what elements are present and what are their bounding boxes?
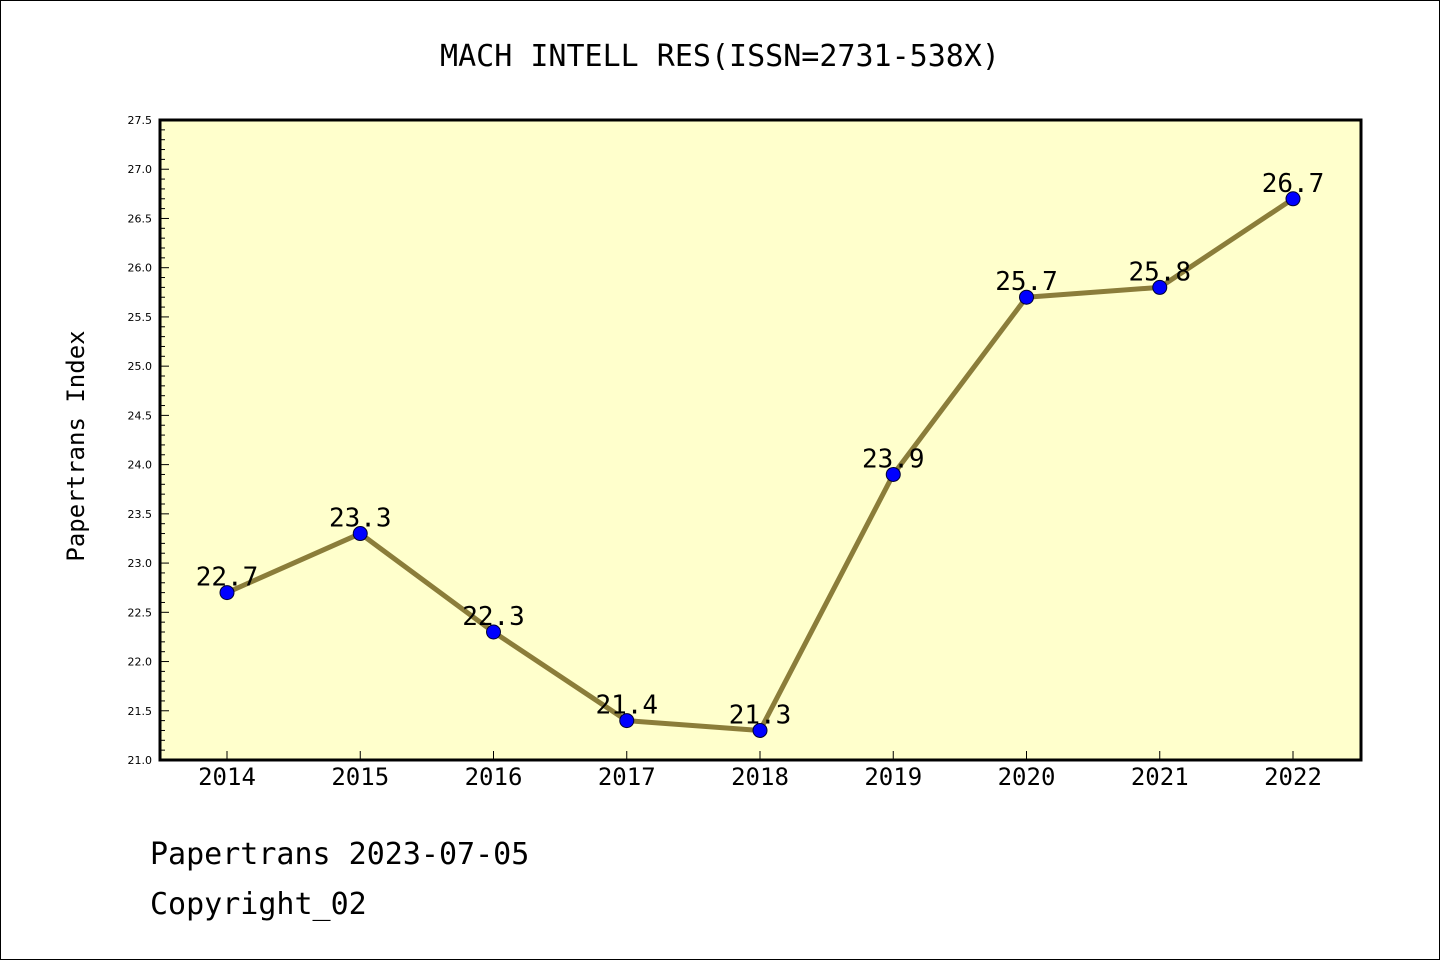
y-tick-label: 24.5 — [128, 409, 153, 422]
y-tick-label: 27.5 — [128, 114, 153, 127]
data-point — [1019, 289, 1034, 305]
y-axis: 21.0 21.5 22.0 22.5 23.0 23.5 24.0 24.5 25.0 25.5… — [128, 114, 169, 767]
x-tick-label: 2022 — [1264, 763, 1322, 791]
data-point — [219, 585, 235, 601]
y-axis-label: Papertrans Index — [62, 330, 90, 561]
footer-date: Papertrans 2023-07-05 — [150, 837, 529, 872]
x-tick-label: 2017 — [598, 763, 656, 791]
x-tick-label: 2014 — [198, 763, 256, 791]
y-tick-label: 21.0 — [128, 754, 153, 767]
data-label: 25.7 — [995, 267, 1058, 297]
data-point — [1152, 279, 1168, 295]
y-tick-label: 22.0 — [128, 656, 153, 669]
y-tick-label: 23.5 — [128, 508, 153, 521]
data-label: 26.7 — [1262, 169, 1325, 199]
y-tick-label: 25.5 — [128, 311, 153, 324]
data-label: 22.3 — [462, 602, 525, 632]
x-tick-label: 2019 — [864, 763, 922, 791]
data-point — [619, 713, 635, 729]
x-tick-label: 2020 — [998, 763, 1056, 791]
y-tick-label: 24.0 — [128, 459, 153, 472]
data-point — [1285, 191, 1301, 207]
x-tick-label: 2015 — [331, 763, 389, 791]
footer-copyright: Copyright_02 — [150, 887, 367, 922]
data-point — [352, 526, 368, 542]
x-axis: 2014 2015 2016 2017 2018 2019 2020 2021 2022 — [198, 751, 1322, 791]
plot-border — [158, 118, 1363, 762]
data-labels: 22.7 23.3 22.3 21.4 21.3 23.9 25.7 25.8 26.7 — [196, 169, 1325, 731]
y-tick-label: 21.5 — [128, 705, 153, 718]
x-tick-label: 2018 — [731, 763, 789, 791]
y-tick-label: 27.0 — [128, 163, 153, 176]
data-label: 25.8 — [1128, 257, 1191, 287]
data-label: 21.4 — [595, 691, 658, 721]
y-tick-label: 23.0 — [128, 557, 153, 570]
data-label: 21.3 — [729, 700, 792, 730]
chart-title: MACH INTELL RES(ISSN=2731-538X) — [440, 39, 1000, 74]
data-label: 23.3 — [329, 504, 392, 534]
data-label: 23.9 — [862, 444, 925, 474]
x-tick-label: 2021 — [1131, 763, 1189, 791]
plot-area — [160, 120, 1361, 760]
x-tick-label: 2016 — [465, 763, 523, 791]
series-layer — [219, 191, 1301, 738]
data-label: 22.7 — [196, 563, 259, 593]
y-tick-label: 26.0 — [128, 262, 153, 275]
data-point — [752, 722, 768, 738]
y-tick-label: 25.0 — [128, 360, 153, 373]
y-tick-label: 22.5 — [128, 606, 153, 619]
data-point — [885, 466, 901, 482]
y-tick-label: 26.5 — [128, 212, 153, 225]
data-point — [486, 624, 501, 640]
